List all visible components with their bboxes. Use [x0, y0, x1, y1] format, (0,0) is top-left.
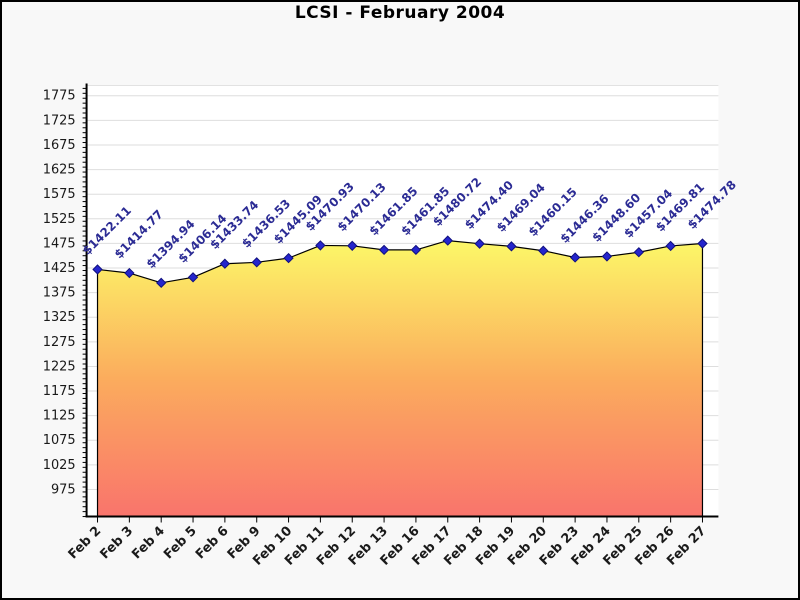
data-point [251, 257, 262, 268]
data-point [124, 267, 135, 279]
data-point [283, 252, 294, 264]
data-point [506, 241, 517, 252]
y-tick-label: 1225 [43, 359, 76, 374]
x-tick-label: Feb 5 [161, 524, 200, 563]
y-tick-label: 1575 [43, 187, 76, 202]
area-series [96, 240, 704, 518]
data-point [442, 235, 453, 246]
y-tick-label: 1375 [43, 286, 76, 301]
data-point [156, 277, 167, 288]
data-point-markers [92, 235, 708, 288]
data-point [538, 245, 549, 256]
y-tick-label: 1675 [43, 138, 76, 153]
x-tick-label: Feb 6 [193, 524, 232, 563]
data-point [187, 272, 199, 283]
y-tick-label: 1425 [43, 261, 76, 276]
y-tick-label: 1125 [43, 409, 76, 424]
data-point [378, 244, 390, 256]
data-point [315, 240, 326, 251]
data-point [410, 244, 422, 256]
y-tick-label: 1275 [43, 335, 76, 350]
x-tick-label: Feb 4 [129, 524, 168, 563]
y-tick-label: 1625 [43, 163, 76, 178]
data-point [633, 247, 644, 258]
y-tick-label: 1175 [43, 384, 76, 399]
data-point [92, 264, 103, 275]
y-tick-label: 1475 [43, 236, 76, 251]
chart-title: LCSI - February 2004 [294, 3, 506, 23]
data-point [697, 238, 708, 249]
y-tick-label: 1075 [43, 433, 76, 448]
data-point [601, 251, 613, 262]
y-tick-label: 1325 [43, 310, 76, 325]
data-point [347, 240, 358, 251]
y-axis-labels: 975 1025 1075 1125 1175 1225 1275 1325 1375 1425 1… [43, 89, 76, 498]
axes [82, 83, 719, 523]
y-tick-label: 1525 [43, 212, 76, 227]
data-point [474, 238, 485, 249]
y-tick-label: 1725 [43, 113, 76, 128]
y-tick-label: 975 [51, 482, 76, 497]
y-tick-label: 1775 [43, 89, 76, 104]
data-point [219, 258, 231, 269]
x-tick-label: Feb 3 [97, 524, 136, 563]
x-tick-label: Feb 2 [66, 524, 105, 563]
data-point [665, 240, 676, 252]
y-tick-label: 1025 [43, 458, 76, 473]
data-point [569, 252, 581, 263]
